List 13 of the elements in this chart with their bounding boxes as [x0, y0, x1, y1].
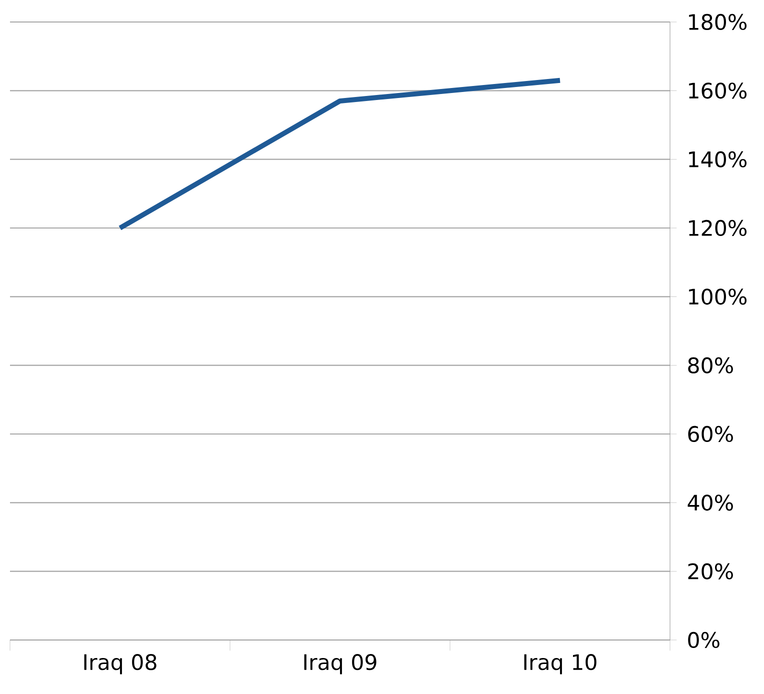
- y-tick-label: 0%: [688, 632, 720, 648]
- x-tick-label: Iraq 09: [304, 654, 376, 674]
- y-tick-label: 80%: [688, 357, 733, 374]
- y-tick-label: 140%: [689, 151, 747, 168]
- y-tick-label: 160%: [689, 82, 747, 99]
- y-tick-label: 60%: [688, 426, 733, 442]
- x-tick-label: Iraq 08: [84, 654, 156, 674]
- y-tick-label: 120%: [689, 220, 747, 236]
- y-tick-label: 180%: [689, 14, 747, 30]
- y-tick-label: 20%: [688, 563, 733, 580]
- y-tick-label: 40%: [688, 494, 733, 511]
- x-tick-label: Iraq 10: [524, 654, 596, 674]
- y-tick-label: 100%: [689, 288, 747, 305]
